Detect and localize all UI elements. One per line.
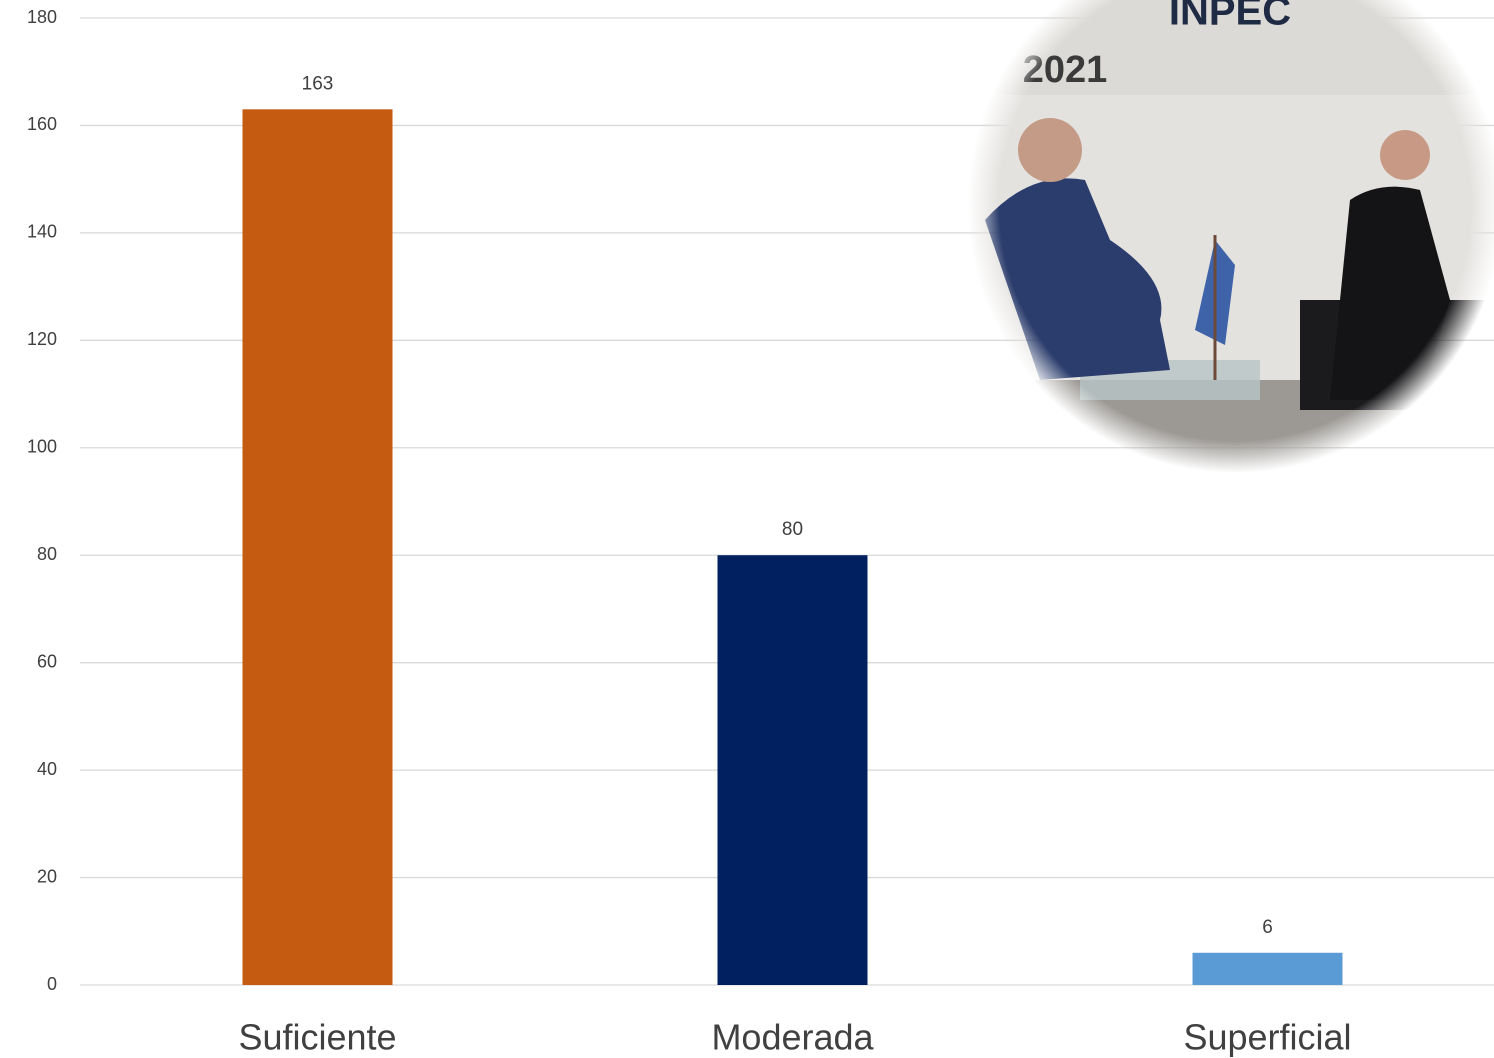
- photo-text: 2021: [1023, 49, 1108, 91]
- bar: [242, 109, 393, 986]
- x-tick-label: Moderada: [711, 1017, 874, 1058]
- y-tick-label: 20: [37, 866, 57, 886]
- y-tick-label: 40: [37, 759, 57, 779]
- photo-text: INPEC: [1169, 0, 1291, 34]
- value-label: 163: [302, 73, 334, 94]
- y-tick-label: 0: [47, 974, 57, 994]
- x-tick-label: Suficiente: [238, 1017, 396, 1058]
- y-tick-label: 60: [37, 651, 57, 671]
- bar: [717, 555, 868, 985]
- y-tick-label: 120: [27, 329, 57, 349]
- plot-area: 0 20 40 60 80 100 120 140 160 180 Suficiente 163 Mod…: [27, 7, 1494, 1058]
- y-tick-label: 100: [27, 437, 57, 457]
- y-tick-label: 180: [27, 7, 57, 27]
- photo: INPEC 2021: [960, 0, 1494, 480]
- value-label: 80: [782, 519, 803, 540]
- value-label: 6: [1262, 917, 1273, 938]
- y-tick-label: 80: [37, 544, 57, 564]
- x-tick-label: Superficial: [1183, 1017, 1351, 1058]
- y-tick-label: 140: [27, 222, 57, 242]
- y-tick-label: 160: [27, 114, 57, 134]
- bar: [1192, 952, 1343, 985]
